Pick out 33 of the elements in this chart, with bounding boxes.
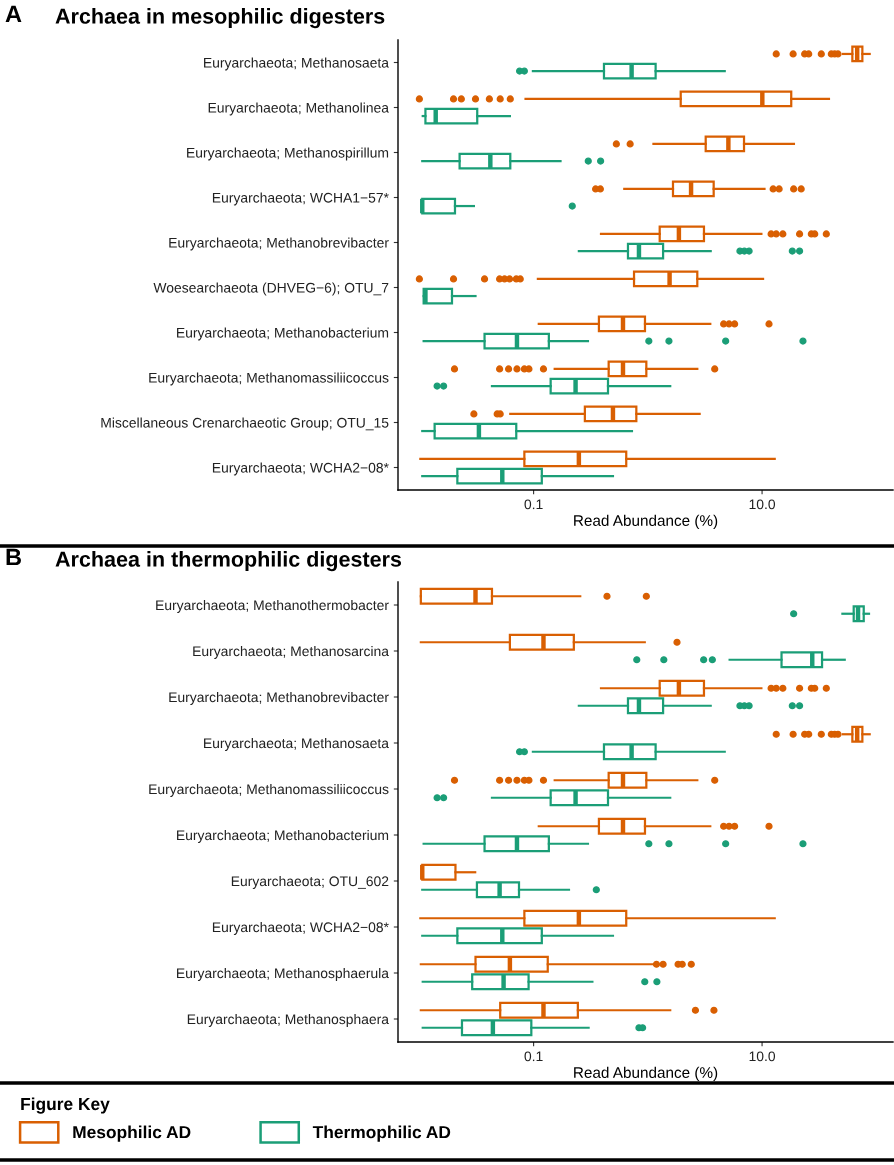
y-tick-label: Euryarchaeota; OTU_602 — [231, 875, 389, 889]
y-tick-label: Euryarchaeota; Methanobrevibacter — [169, 691, 389, 705]
y-tick-label: Euryarchaeota; Methanolinea — [208, 102, 389, 116]
y-tick-label: Euryarchaeota; Methanospirillum — [187, 147, 389, 161]
y-tick-label: Miscellaneous Crenarchaeotic Group; OTU_15 — [101, 417, 389, 431]
y-tick-label: Euryarchaeota; Methanosarcina — [193, 645, 389, 659]
x-tick-label: 10.0 — [749, 499, 776, 510]
y-tick-label: Euryarchaeota; Methanosphaera — [187, 1013, 389, 1027]
y-tick-label: Euryarchaeota; Methanobacterium — [177, 327, 389, 341]
y-tick-label: Euryarchaeota; Methanomassiliicoccus — [149, 783, 389, 797]
legend-title: Figure Key — [21, 1097, 110, 1114]
legend-label: Thermophilic AD — [312, 1125, 451, 1142]
x-tick-label: 0.1 — [524, 499, 543, 510]
chart-title: Archaea in thermophilic digesters — [55, 551, 402, 572]
text: B — [6, 548, 21, 566]
y-tick-label: Euryarchaeota; Methanothermobacter — [156, 599, 389, 613]
legend-label: Mesophilic AD — [73, 1125, 191, 1142]
x-axis-title: Read Abundance (%) — [574, 514, 718, 529]
y-tick-label: Euryarchaeota; Methanosaeta — [204, 737, 389, 751]
y-tick-label: Euryarchaeota; WCHA2−08* — [212, 462, 389, 476]
y-tick-label: Euryarchaeota; Methanosaeta — [204, 57, 389, 71]
x-tick-label: 0.1 — [524, 1051, 543, 1062]
y-tick-label: Euryarchaeota; Methanomassiliicoccus — [149, 372, 389, 386]
y-tick-label: Euryarchaeota; Methanobrevibacter — [169, 237, 389, 251]
y-tick-label: Euryarchaeota; WCHA2−08* — [212, 921, 389, 935]
text: Archaea in mesophilic digesters — [55, 8, 385, 29]
text: A — [5, 5, 22, 23]
x-tick-label: 10.0 — [749, 1051, 776, 1062]
y-tick-label: Euryarchaeota; Methanobacterium — [177, 829, 389, 843]
y-tick-label: Euryarchaeota; WCHA1−57* — [212, 192, 389, 206]
y-tick-label: Euryarchaeota; Methanosphaerula — [177, 967, 389, 981]
y-tick-label: Woesearchaeota (DHVEG−6); OTU_7 — [153, 282, 389, 296]
x-axis-title: Read Abundance (%) — [574, 1066, 718, 1081]
